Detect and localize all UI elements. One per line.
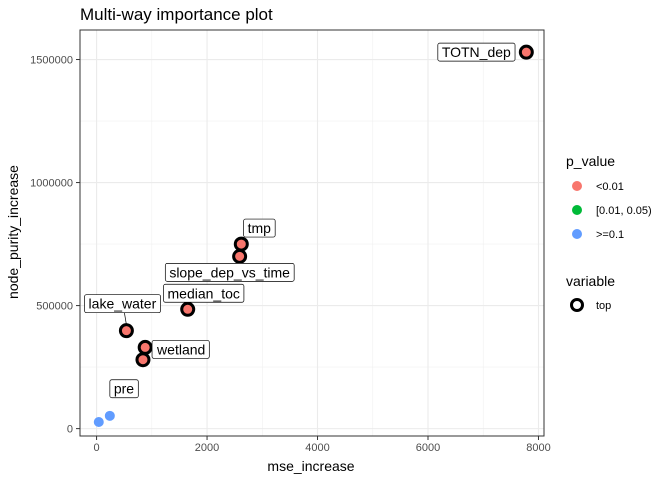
point-label: lake_water xyxy=(89,296,157,312)
point-label-box xyxy=(151,340,210,359)
point-label-box xyxy=(109,379,139,399)
panel-border xyxy=(79,29,545,437)
legend-title-p-value: p_value xyxy=(566,153,615,169)
chart-title: Multi-way importance plot xyxy=(80,5,273,24)
legend: p_value variable <0.01 [0.01, 0.05) >=0.1 t… xyxy=(566,153,652,312)
point-label-group: slope_dep_vs_time xyxy=(164,263,295,282)
point-label: pre xyxy=(114,381,134,397)
point-label-group: tmp xyxy=(243,218,276,238)
y-tick-label: 500000 xyxy=(36,301,73,313)
point-label-box xyxy=(84,294,161,314)
point-label-group: pre xyxy=(109,379,139,399)
point-label-group: lake_water xyxy=(84,294,161,325)
point-label-group: median_toc xyxy=(163,283,245,303)
data-point xyxy=(93,416,104,427)
point-label-box xyxy=(437,42,516,62)
label-leader-line xyxy=(124,312,127,325)
point-label-box xyxy=(243,218,276,238)
point-label: median_toc xyxy=(168,285,240,301)
point-label-group: TOTN_dep xyxy=(437,42,516,62)
data-point-top xyxy=(135,352,151,368)
data-point-top xyxy=(180,301,196,317)
point-label-box xyxy=(164,263,295,282)
legend-swatch xyxy=(572,181,582,191)
data-point-top xyxy=(518,44,534,60)
x-tick-label: 0 xyxy=(94,442,100,454)
legend-label: top xyxy=(596,300,611,312)
legend-title-variable: variable xyxy=(566,273,615,289)
legend-swatch xyxy=(572,205,582,215)
legend-label: [0.01, 0.05) xyxy=(596,205,652,217)
data-point xyxy=(104,410,115,421)
y-axis-title: node_purity_increase xyxy=(5,165,21,299)
legend-label: >=0.1 xyxy=(596,229,624,241)
y-tick-label: 0 xyxy=(67,424,73,436)
point-label: TOTN_dep xyxy=(442,44,511,60)
data-point-top xyxy=(137,339,153,355)
x-tick-label: 6000 xyxy=(416,442,440,454)
x-tick-label: 8000 xyxy=(526,442,550,454)
y-tick-label: 1000000 xyxy=(30,178,73,190)
plot-panel: 0 2000 4000 6000 8000 0 500000 1000000 1500000 TO… xyxy=(30,29,551,454)
point-label: wetland xyxy=(156,341,205,357)
y-tick-label: 1500000 xyxy=(30,55,73,67)
data-point-top xyxy=(233,236,249,252)
point-label-group: wetland xyxy=(151,340,210,359)
data-point-top xyxy=(232,248,248,264)
x-axis-title: mse_increase xyxy=(267,458,354,474)
data-point-top xyxy=(118,323,134,339)
legend-label: <0.01 xyxy=(596,181,624,193)
legend-swatch-top xyxy=(570,298,584,312)
x-tick-label: 2000 xyxy=(195,442,219,454)
point-label-box xyxy=(163,283,245,303)
x-tick-label: 4000 xyxy=(305,442,329,454)
legend-swatch xyxy=(572,229,582,239)
point-label: slope_dep_vs_time xyxy=(169,264,290,280)
point-label: tmp xyxy=(248,220,272,236)
